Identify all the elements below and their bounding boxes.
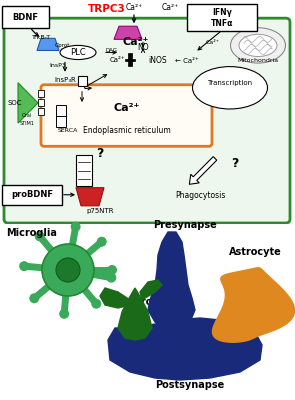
Circle shape bbox=[59, 309, 69, 319]
Text: SERCA: SERCA bbox=[58, 128, 78, 133]
Text: Postsynapse: Postsynapse bbox=[155, 380, 224, 390]
Bar bbox=[56, 105, 66, 127]
Text: InsP₃R: InsP₃R bbox=[54, 77, 76, 83]
Text: Mitochondria: Mitochondria bbox=[237, 58, 278, 63]
FancyBboxPatch shape bbox=[2, 185, 62, 205]
Text: IFNγ
TNFα: IFNγ TNFα bbox=[211, 8, 233, 28]
Bar bbox=[38, 99, 44, 106]
Circle shape bbox=[106, 273, 116, 283]
Circle shape bbox=[71, 222, 81, 232]
Text: Ca²⁺: Ca²⁺ bbox=[161, 2, 179, 12]
Circle shape bbox=[19, 261, 29, 271]
Circle shape bbox=[56, 258, 80, 282]
Polygon shape bbox=[212, 268, 294, 342]
FancyBboxPatch shape bbox=[4, 18, 290, 223]
Circle shape bbox=[35, 231, 45, 241]
Text: Astrocyte: Astrocyte bbox=[229, 247, 281, 257]
Polygon shape bbox=[108, 318, 262, 380]
FancyBboxPatch shape bbox=[187, 4, 257, 31]
Text: Endoplasmic reticulum: Endoplasmic reticulum bbox=[83, 126, 171, 135]
Text: Ca²⁺: Ca²⁺ bbox=[114, 103, 140, 113]
Text: Transcription: Transcription bbox=[207, 80, 253, 86]
Text: Phagocytosis: Phagocytosis bbox=[175, 191, 225, 200]
Text: TRPC3: TRPC3 bbox=[88, 4, 126, 14]
Circle shape bbox=[42, 244, 94, 296]
Text: TrkB-T: TrkB-T bbox=[32, 35, 52, 40]
Circle shape bbox=[107, 265, 117, 275]
FancyBboxPatch shape bbox=[2, 6, 49, 28]
Text: ← Ca²⁺: ← Ca²⁺ bbox=[175, 58, 199, 64]
Text: Ca²⁺: Ca²⁺ bbox=[125, 2, 142, 12]
Polygon shape bbox=[100, 288, 130, 308]
FancyArrow shape bbox=[189, 157, 217, 184]
Text: DAG: DAG bbox=[105, 48, 117, 53]
Text: Ca²⁺: Ca²⁺ bbox=[109, 56, 125, 62]
Polygon shape bbox=[76, 188, 104, 206]
Text: Gprot: Gprot bbox=[54, 43, 70, 48]
Text: Ca²⁺: Ca²⁺ bbox=[206, 40, 220, 45]
Ellipse shape bbox=[60, 46, 96, 60]
Bar bbox=[125, 58, 135, 60]
Bar bbox=[38, 90, 44, 97]
Polygon shape bbox=[18, 83, 38, 123]
Text: p75NTR: p75NTR bbox=[86, 208, 114, 214]
Polygon shape bbox=[37, 38, 59, 50]
Text: SOC: SOC bbox=[8, 100, 22, 106]
Text: ?: ? bbox=[231, 157, 239, 170]
Text: ?: ? bbox=[96, 147, 104, 160]
Text: Microglia: Microglia bbox=[6, 228, 58, 238]
Text: iNOS: iNOS bbox=[148, 56, 167, 65]
Text: InsP3: InsP3 bbox=[50, 63, 66, 68]
Circle shape bbox=[97, 237, 107, 247]
Ellipse shape bbox=[193, 66, 268, 109]
Polygon shape bbox=[114, 26, 142, 39]
FancyBboxPatch shape bbox=[41, 85, 212, 146]
Ellipse shape bbox=[239, 34, 277, 56]
Text: Microglia: Microglia bbox=[122, 297, 173, 307]
Ellipse shape bbox=[230, 28, 286, 63]
Bar bbox=[128, 54, 132, 66]
Circle shape bbox=[91, 299, 101, 309]
Polygon shape bbox=[148, 232, 195, 328]
Text: proBDNF: proBDNF bbox=[11, 190, 53, 199]
Text: Presynapse: Presynapse bbox=[153, 220, 217, 230]
Text: Ca²⁺: Ca²⁺ bbox=[123, 37, 149, 47]
Circle shape bbox=[29, 293, 39, 303]
Polygon shape bbox=[140, 280, 162, 300]
Polygon shape bbox=[76, 155, 92, 186]
Text: BDNF: BDNF bbox=[12, 13, 38, 22]
Text: STIM1: STIM1 bbox=[19, 120, 35, 126]
Polygon shape bbox=[118, 288, 152, 340]
Text: NO: NO bbox=[137, 43, 149, 52]
Text: PLC: PLC bbox=[70, 48, 86, 57]
Bar bbox=[78, 76, 87, 86]
Bar bbox=[38, 108, 44, 115]
Text: Orai: Orai bbox=[22, 112, 32, 118]
